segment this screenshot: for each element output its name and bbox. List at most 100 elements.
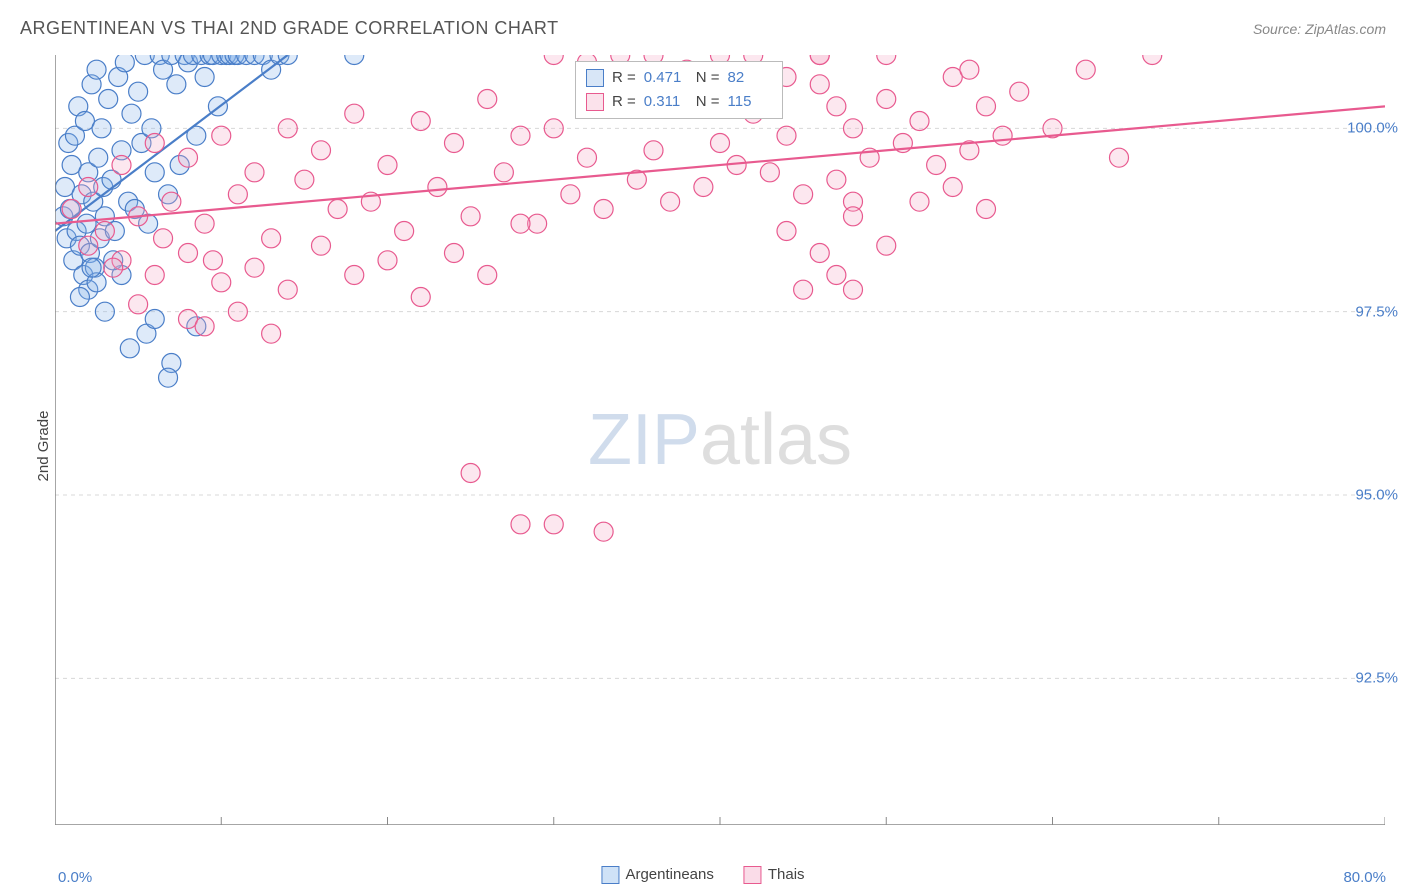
x-axis-min-label: 0.0% bbox=[58, 869, 92, 886]
scatter-point bbox=[378, 156, 397, 175]
stats-n-value: 115 bbox=[728, 90, 772, 114]
scatter-point bbox=[445, 134, 464, 153]
scatter-point bbox=[82, 258, 101, 277]
scatter-point bbox=[544, 55, 563, 65]
scatter-point bbox=[345, 55, 364, 65]
scatter-point bbox=[877, 90, 896, 109]
scatter-point bbox=[1143, 55, 1162, 65]
scatter-point bbox=[79, 178, 98, 197]
scatter-point bbox=[145, 310, 164, 329]
scatter-point bbox=[145, 266, 164, 285]
scatter-point bbox=[977, 200, 996, 219]
stats-n-value: 82 bbox=[728, 66, 772, 90]
legend-item: Argentineans bbox=[601, 866, 713, 884]
scatter-point bbox=[927, 156, 946, 175]
scatter-point bbox=[844, 280, 863, 299]
scatter-point bbox=[99, 90, 118, 109]
scatter-point bbox=[312, 236, 331, 255]
scatter-point bbox=[195, 68, 214, 87]
y-tick-label: 95.0% bbox=[1355, 487, 1398, 504]
scatter-point bbox=[345, 266, 364, 285]
correlation-stats-box: R = 0.471 N = 82 R = 0.311 N = 115 bbox=[575, 61, 783, 119]
stats-row: R = 0.471 N = 82 bbox=[586, 66, 772, 90]
scatter-point bbox=[494, 163, 513, 182]
y-tick-label: 97.5% bbox=[1355, 303, 1398, 320]
scatter-point bbox=[810, 244, 829, 263]
scatter-point bbox=[478, 90, 497, 109]
stats-swatch bbox=[586, 69, 604, 87]
scatter-point bbox=[95, 302, 114, 321]
scatter-point bbox=[511, 515, 530, 534]
scatter-point bbox=[245, 163, 264, 182]
scatter-point bbox=[129, 82, 148, 101]
scatter-point bbox=[511, 126, 530, 145]
scatter-point bbox=[159, 368, 178, 387]
scatter-point bbox=[827, 266, 846, 285]
stats-n-label: N = bbox=[696, 66, 720, 90]
scatter-point bbox=[167, 75, 186, 94]
stats-swatch bbox=[586, 93, 604, 111]
scatter-point bbox=[245, 258, 264, 277]
scatter-point bbox=[145, 134, 164, 153]
scatter-point bbox=[70, 288, 89, 307]
legend-swatch bbox=[601, 866, 619, 884]
scatter-point bbox=[827, 97, 846, 116]
scatter-point bbox=[228, 185, 247, 204]
scatter-point bbox=[594, 200, 613, 219]
stats-row: R = 0.311 N = 115 bbox=[586, 90, 772, 114]
y-axis-label: 2nd Grade bbox=[35, 411, 52, 482]
scatter-point bbox=[960, 60, 979, 79]
scatter-point bbox=[120, 339, 139, 358]
legend-label: Thais bbox=[768, 866, 805, 883]
legend-bottom: Argentineans Thais bbox=[601, 866, 804, 884]
plot-area: ZIPatlas R =0.471N =82R =0.311N =115 bbox=[55, 55, 1385, 825]
scatter-point bbox=[104, 258, 123, 277]
scatter-point bbox=[993, 126, 1012, 145]
scatter-point bbox=[89, 148, 108, 167]
scatter-point bbox=[95, 222, 114, 241]
scatter-point bbox=[445, 244, 464, 263]
scatter-chart-svg bbox=[55, 55, 1385, 825]
scatter-point bbox=[278, 119, 297, 138]
stats-r-label: R = bbox=[612, 90, 636, 114]
scatter-point bbox=[378, 251, 397, 270]
scatter-point bbox=[79, 236, 98, 255]
scatter-point bbox=[212, 126, 231, 145]
y-tick-label: 92.5% bbox=[1355, 670, 1398, 687]
stats-n-label: N = bbox=[696, 90, 720, 114]
scatter-point bbox=[195, 317, 214, 336]
scatter-point bbox=[179, 148, 198, 167]
scatter-point bbox=[544, 119, 563, 138]
scatter-point bbox=[827, 170, 846, 189]
stats-r-value: 0.471 bbox=[644, 66, 688, 90]
y-tick-label: 100.0% bbox=[1347, 120, 1398, 137]
scatter-point bbox=[844, 207, 863, 226]
scatter-point bbox=[661, 192, 680, 211]
source-label: Source: ZipAtlas.com bbox=[1253, 21, 1386, 37]
scatter-point bbox=[478, 266, 497, 285]
legend-label: Argentineans bbox=[625, 866, 713, 883]
scatter-point bbox=[162, 192, 181, 211]
scatter-point bbox=[711, 134, 730, 153]
scatter-point bbox=[112, 156, 131, 175]
scatter-point bbox=[777, 126, 796, 145]
scatter-point bbox=[644, 141, 663, 160]
scatter-point bbox=[345, 104, 364, 123]
stats-r-label: R = bbox=[612, 66, 636, 90]
scatter-point bbox=[195, 214, 214, 233]
scatter-point bbox=[544, 515, 563, 534]
scatter-point bbox=[877, 236, 896, 255]
scatter-point bbox=[844, 119, 863, 138]
scatter-point bbox=[910, 192, 929, 211]
scatter-point bbox=[228, 302, 247, 321]
scatter-point bbox=[910, 112, 929, 131]
stats-r-value: 0.311 bbox=[644, 90, 688, 114]
scatter-point bbox=[694, 178, 713, 197]
scatter-point bbox=[461, 207, 480, 226]
scatter-point bbox=[212, 273, 231, 292]
scatter-point bbox=[578, 148, 597, 167]
scatter-point bbox=[145, 163, 164, 182]
chart-title: ARGENTINEAN VS THAI 2ND GRADE CORRELATIO… bbox=[20, 18, 559, 39]
scatter-point bbox=[594, 522, 613, 541]
scatter-point bbox=[461, 464, 480, 483]
